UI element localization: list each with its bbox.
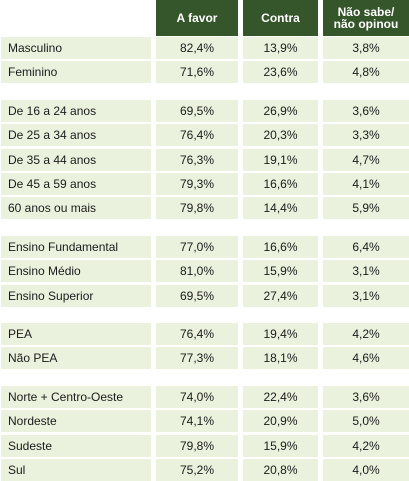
a-favor-value: 77,3%: [156, 347, 238, 370]
a-favor-value: 79,8%: [156, 434, 238, 457]
nao-sabe-value: 4,2%: [323, 434, 409, 457]
a-favor-value: 74,1%: [156, 410, 238, 433]
table-row: Nordeste 74,1% 20,9% 5,0%: [0, 410, 409, 433]
header-contra: Contra: [243, 0, 318, 36]
a-favor-value: 74,0%: [156, 385, 238, 408]
table-row: Sudeste 79,8% 15,9% 4,2%: [0, 434, 409, 457]
contra-value: 27,4%: [243, 284, 318, 307]
contra-value: 18,1%: [243, 347, 318, 370]
nao-sabe-value: 3,6%: [323, 385, 409, 408]
row-label: De 16 a 24 anos: [1, 99, 151, 122]
contra-value: 15,9%: [243, 260, 318, 283]
a-favor-value: 71,6%: [156, 61, 238, 84]
table-row: Masculino 82,4% 13,9% 3,8%: [0, 37, 409, 59]
a-favor-value: 79,8%: [156, 197, 238, 220]
contra-value: 16,6%: [243, 235, 318, 258]
row-label: Nordeste: [1, 410, 151, 433]
a-favor-value: 82,4%: [156, 37, 238, 59]
row-label: 60 anos ou mais: [1, 197, 151, 220]
nao-sabe-value: 3,1%: [323, 260, 409, 283]
table-header-row: A favor Contra Não sabe/ não opinou: [0, 0, 409, 36]
nao-sabe-value: 4,8%: [323, 61, 409, 84]
row-label: Ensino Superior: [1, 284, 151, 307]
table-row: De 35 a 44 anos 76,3% 19,1% 4,7%: [0, 148, 409, 171]
nao-sabe-value: 4,2%: [323, 323, 409, 345]
row-label: De 45 a 59 anos: [1, 173, 151, 195]
nao-sabe-value: 4,1%: [323, 173, 409, 195]
row-label: Norte + Centro-Oeste: [1, 385, 151, 408]
table-row: Norte + Centro-Oeste 74,0% 22,4% 3,6%: [0, 385, 409, 408]
a-favor-value: 77,0%: [156, 235, 238, 258]
header-corner-cell: [0, 0, 151, 36]
table-row: Ensino Fundamental 77,0% 16,6% 6,4%: [0, 235, 409, 258]
row-label: Feminino: [1, 61, 151, 84]
contra-value: 16,6%: [243, 173, 318, 195]
table-row: Não PEA 77,3% 18,1% 4,6%: [0, 347, 409, 370]
nao-sabe-value: 5,9%: [323, 197, 409, 220]
nao-sabe-value: 4,7%: [323, 148, 409, 171]
row-label: De 35 a 44 anos: [1, 148, 151, 171]
a-favor-value: 69,5%: [156, 99, 238, 122]
nao-sabe-value: 3,1%: [323, 284, 409, 307]
table-row: Ensino Superior 69,5% 27,4% 3,1%: [0, 284, 409, 307]
contra-value: 14,4%: [243, 197, 318, 220]
nao-sabe-value: 5,0%: [323, 410, 409, 433]
table-row: PEA 76,4% 19,4% 4,2%: [0, 323, 409, 345]
nao-sabe-value: 3,6%: [323, 99, 409, 122]
contra-value: 22,4%: [243, 385, 318, 408]
contra-value: 19,1%: [243, 148, 318, 171]
row-label: Masculino: [1, 37, 151, 59]
contra-value: 15,9%: [243, 434, 318, 457]
contra-value: 20,9%: [243, 410, 318, 433]
contra-value: 13,9%: [243, 37, 318, 59]
row-label: Ensino Médio: [1, 260, 151, 283]
table-row: Ensino Médio 81,0% 15,9% 3,1%: [0, 260, 409, 283]
row-label: Sul: [1, 459, 151, 481]
row-label: Não PEA: [1, 347, 151, 370]
header-nao-sabe: Não sabe/ não opinou: [323, 0, 409, 36]
table-row: 60 anos ou mais 79,8% 14,4% 5,9%: [0, 197, 409, 220]
a-favor-value: 76,4%: [156, 124, 238, 147]
table-row: De 16 a 24 anos 69,5% 26,9% 3,6%: [0, 99, 409, 122]
table-row: De 25 a 34 anos 76,4% 20,3% 3,3%: [0, 124, 409, 147]
header-a-favor: A favor: [156, 0, 238, 36]
a-favor-value: 75,2%: [156, 459, 238, 481]
contra-value: 23,6%: [243, 61, 318, 84]
table-row: De 45 a 59 anos 79,3% 16,6% 4,1%: [0, 173, 409, 195]
a-favor-value: 76,4%: [156, 323, 238, 345]
contra-value: 19,4%: [243, 323, 318, 345]
nao-sabe-value: 3,8%: [323, 37, 409, 59]
nao-sabe-value: 4,6%: [323, 347, 409, 370]
a-favor-value: 69,5%: [156, 284, 238, 307]
contra-value: 26,9%: [243, 99, 318, 122]
contra-value: 20,3%: [243, 124, 318, 147]
nao-sabe-value: 6,4%: [323, 235, 409, 258]
nao-sabe-value: 3,3%: [323, 124, 409, 147]
row-label: Sudeste: [1, 434, 151, 457]
a-favor-value: 81,0%: [156, 260, 238, 283]
contra-value: 20,8%: [243, 459, 318, 481]
row-label: Ensino Fundamental: [1, 235, 151, 258]
table-row: Feminino 71,6% 23,6% 4,8%: [0, 61, 409, 84]
table-row: Sul 75,2% 20,8% 4,0%: [0, 459, 409, 481]
a-favor-value: 76,3%: [156, 148, 238, 171]
row-label: PEA: [1, 323, 151, 345]
nao-sabe-value: 4,0%: [323, 459, 409, 481]
a-favor-value: 79,3%: [156, 173, 238, 195]
row-label: De 25 a 34 anos: [1, 124, 151, 147]
